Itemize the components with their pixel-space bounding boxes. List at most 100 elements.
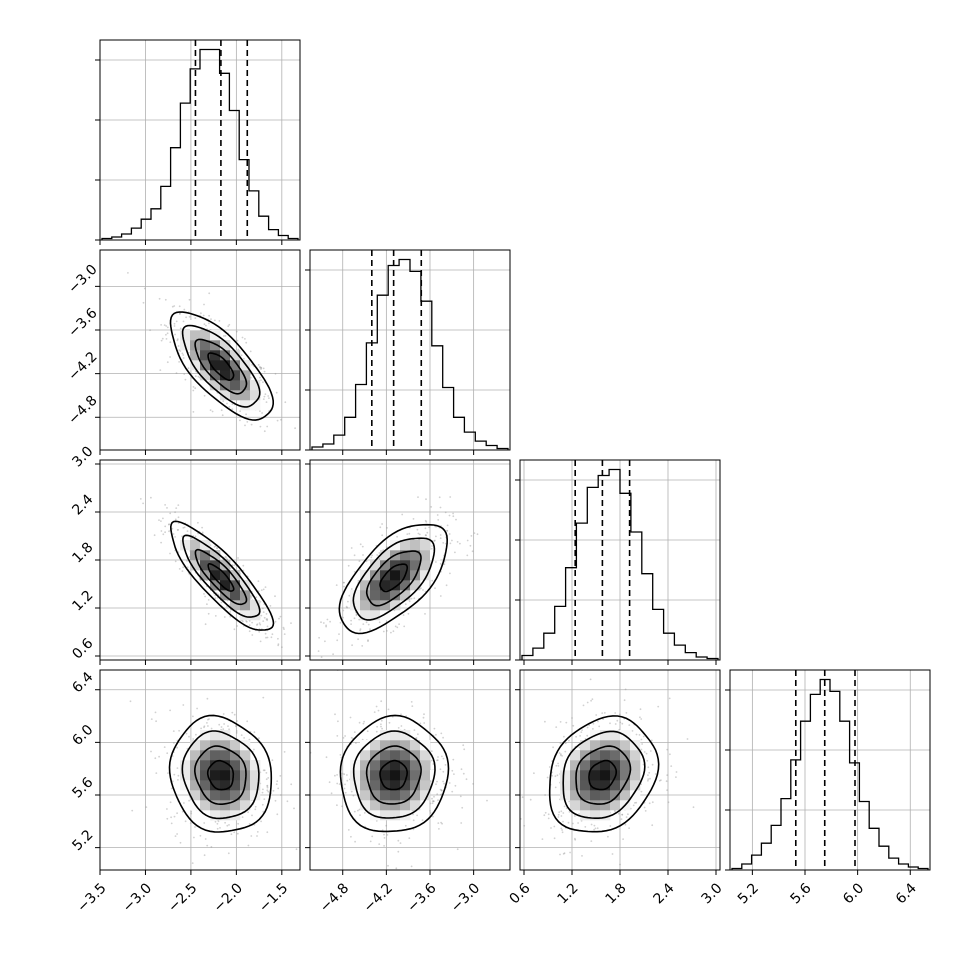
scatter-point (436, 793, 439, 796)
density-cell (560, 780, 571, 791)
scatter-point (220, 409, 223, 412)
scatter-point (420, 587, 422, 590)
scatter-point (658, 779, 661, 782)
scatter-point (235, 732, 238, 734)
scatter-point (439, 595, 442, 597)
y-tick-label-2-4: 3.0 (69, 443, 96, 470)
scatter-point (182, 527, 185, 529)
scatter-point (444, 764, 447, 766)
scatter-point (153, 534, 156, 537)
density-cell (360, 790, 371, 801)
scatter-point (337, 720, 339, 723)
scatter-point (429, 802, 432, 805)
scatter-point (544, 720, 546, 723)
scatter-point (263, 616, 266, 619)
scatter-point (563, 735, 565, 738)
scatter-point (438, 828, 440, 830)
scatter-point (439, 562, 442, 565)
density-cell (420, 570, 431, 581)
scatter-point (423, 722, 426, 724)
scatter-point (614, 810, 616, 813)
scatter-point (452, 758, 455, 761)
scatter-point (623, 699, 626, 702)
pair-frame-2-1 (309, 459, 511, 661)
scatter-point (170, 787, 173, 790)
pair-frame-2-0 (99, 459, 301, 661)
density-cell (250, 600, 261, 611)
scatter-point (437, 822, 440, 824)
scatter-point (351, 644, 353, 647)
scatter-point (262, 810, 265, 813)
density-cell (220, 740, 231, 751)
scatter-point (380, 723, 382, 726)
scatter-point (383, 845, 385, 847)
scatter-point (675, 776, 677, 778)
scatter-point (397, 727, 400, 729)
scatter-point (183, 373, 186, 375)
density-cell (410, 770, 421, 781)
scatter-point (176, 339, 179, 342)
scatter-point (225, 556, 228, 559)
scatter-point (644, 810, 647, 812)
density-cell (180, 540, 191, 551)
scatter-point (347, 829, 350, 831)
density-cell (400, 790, 411, 801)
scatter-point (295, 848, 298, 851)
scatter-point (260, 368, 262, 370)
scatter-point (211, 410, 214, 413)
density-cell (370, 790, 381, 801)
density-cell (230, 780, 241, 791)
scatter-point (602, 718, 605, 720)
scatter-point (226, 558, 229, 561)
scatter-point (469, 544, 472, 547)
scatter-point (657, 705, 660, 708)
scatter-point (173, 815, 176, 818)
scatter-point (579, 735, 581, 737)
scatter-point (609, 722, 611, 725)
scatter-point (259, 376, 261, 379)
scatter-point (354, 664, 356, 666)
scatter-point (170, 816, 173, 819)
density-cell (200, 800, 211, 811)
scatter-point (446, 530, 448, 532)
scatter-point (290, 622, 292, 624)
scatter-point (216, 547, 219, 550)
scatter-point (650, 739, 653, 742)
x-tick-label-2-1: 1.2 (555, 880, 582, 907)
scatter-point (275, 783, 278, 786)
scatter-point (408, 837, 411, 839)
density-cell (210, 730, 221, 741)
scatter-point (370, 556, 373, 559)
scatter-point (247, 811, 250, 814)
scatter-point (286, 800, 289, 803)
density-cell (230, 790, 241, 801)
scatter-point (343, 581, 345, 584)
scatter-point (179, 350, 182, 352)
scatter-point (181, 352, 184, 355)
scatter-point (589, 678, 592, 681)
scatter-point (174, 835, 177, 837)
density-cell (630, 770, 641, 781)
scatter-point (266, 636, 269, 639)
scatter-point (230, 833, 233, 836)
scatter-point (398, 623, 400, 625)
scatter-point (233, 628, 236, 631)
scatter-point (177, 779, 179, 781)
scatter-point (231, 408, 234, 410)
scatter-point (649, 777, 651, 780)
scatter-point (419, 722, 422, 725)
scatter-point (332, 653, 334, 656)
scatter-point (257, 364, 260, 366)
scatter-point (383, 833, 385, 836)
scatter-point (236, 339, 239, 342)
density-cell (420, 740, 431, 751)
scatter-point (574, 838, 577, 841)
scatter-point (160, 520, 162, 522)
density-cell (390, 800, 401, 811)
density-cell (380, 770, 391, 781)
scatter-point (344, 791, 347, 794)
scatter-point (283, 751, 286, 753)
scatter-point (165, 325, 168, 327)
scatter-point (588, 724, 590, 727)
scatter-point (262, 381, 264, 384)
